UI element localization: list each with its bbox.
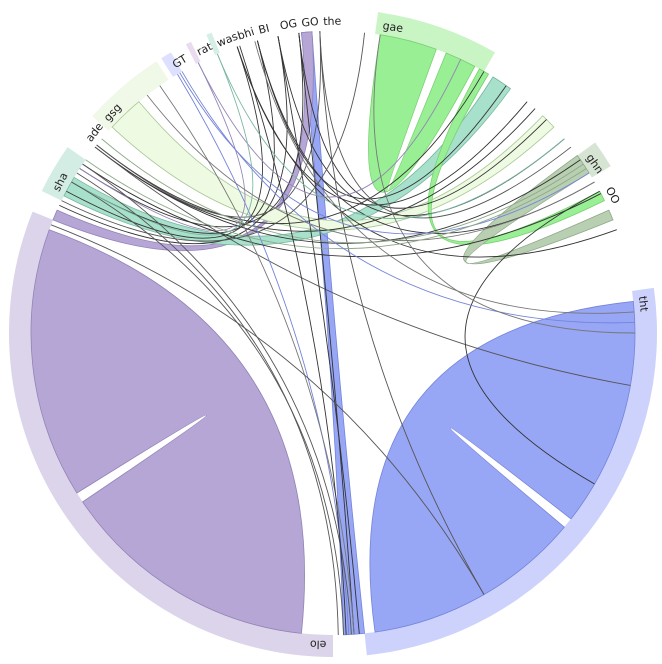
chord-link bbox=[239, 45, 347, 635]
segment-ring-was bbox=[206, 32, 220, 56]
segment-label-OG: OG bbox=[279, 17, 298, 33]
chord-ribbon bbox=[63, 76, 512, 246]
chord-link bbox=[373, 34, 636, 334]
segment-ring-OO bbox=[597, 175, 622, 196]
segment-rings bbox=[8, 9, 657, 658]
segment-label-the: the bbox=[323, 15, 342, 29]
segment-ring-gsg bbox=[92, 61, 169, 131]
chord-link bbox=[79, 62, 246, 232]
chord-ribbon bbox=[368, 34, 476, 193]
chord-ribbon bbox=[30, 229, 305, 634]
segment-label-bhi: bhi bbox=[236, 25, 256, 43]
segment-ring-ade bbox=[74, 129, 99, 152]
segment-label-BI: BI bbox=[257, 22, 271, 37]
chord-link bbox=[254, 41, 635, 314]
segment-ring-GO bbox=[293, 10, 302, 34]
chord-link bbox=[76, 172, 339, 635]
segment-ring-tht bbox=[364, 287, 657, 656]
segment-ring-ghn bbox=[577, 142, 611, 178]
chord-link bbox=[181, 71, 635, 324]
chord-ribbon bbox=[369, 300, 636, 633]
chord-link bbox=[82, 163, 602, 258]
segment-ring-GT bbox=[161, 52, 182, 77]
chord-links bbox=[50, 31, 636, 635]
chord-link bbox=[85, 159, 587, 250]
chord-link bbox=[82, 163, 352, 635]
chord-link bbox=[71, 53, 254, 236]
chord-link bbox=[236, 46, 617, 258]
segment-label-gae: gae bbox=[382, 19, 405, 35]
chord-link bbox=[319, 31, 485, 595]
segment-ring-the bbox=[316, 9, 323, 32]
segment-label-GO: GO bbox=[301, 15, 320, 30]
chord-link bbox=[61, 32, 366, 242]
chord-link bbox=[179, 72, 590, 235]
segment-label-tht: tht bbox=[636, 295, 651, 313]
chord-link bbox=[464, 190, 600, 485]
chord-link bbox=[79, 32, 304, 228]
chord-link bbox=[146, 94, 595, 241]
chord-ribbon bbox=[300, 31, 366, 636]
segment-ring-rat bbox=[185, 41, 201, 64]
chord-link bbox=[101, 138, 584, 244]
chord-link bbox=[96, 31, 321, 218]
chord-link bbox=[50, 224, 485, 595]
segment-ring-gae bbox=[375, 12, 495, 72]
chord-link bbox=[159, 85, 355, 635]
segment-label-rat: rat bbox=[195, 40, 215, 59]
chord-link bbox=[197, 59, 462, 198]
chord-link bbox=[217, 53, 565, 219]
chord-link bbox=[94, 108, 536, 232]
segment-ring-bhi bbox=[227, 24, 240, 48]
chord-link bbox=[256, 40, 507, 200]
chord-link bbox=[319, 31, 572, 219]
segment-ring-BI bbox=[249, 18, 260, 42]
segment-ring-elo bbox=[8, 211, 334, 658]
chord-link bbox=[59, 35, 288, 245]
chord-link bbox=[94, 146, 631, 386]
chord-link bbox=[71, 181, 344, 635]
segment-label-elo: elo bbox=[310, 638, 327, 651]
segment-ring-sha bbox=[41, 147, 86, 201]
chord-ribbon bbox=[463, 154, 614, 265]
segment-ring-OG bbox=[271, 13, 281, 37]
chord-link bbox=[277, 35, 360, 634]
chord-link bbox=[298, 32, 355, 635]
chord-link bbox=[96, 71, 485, 225]
